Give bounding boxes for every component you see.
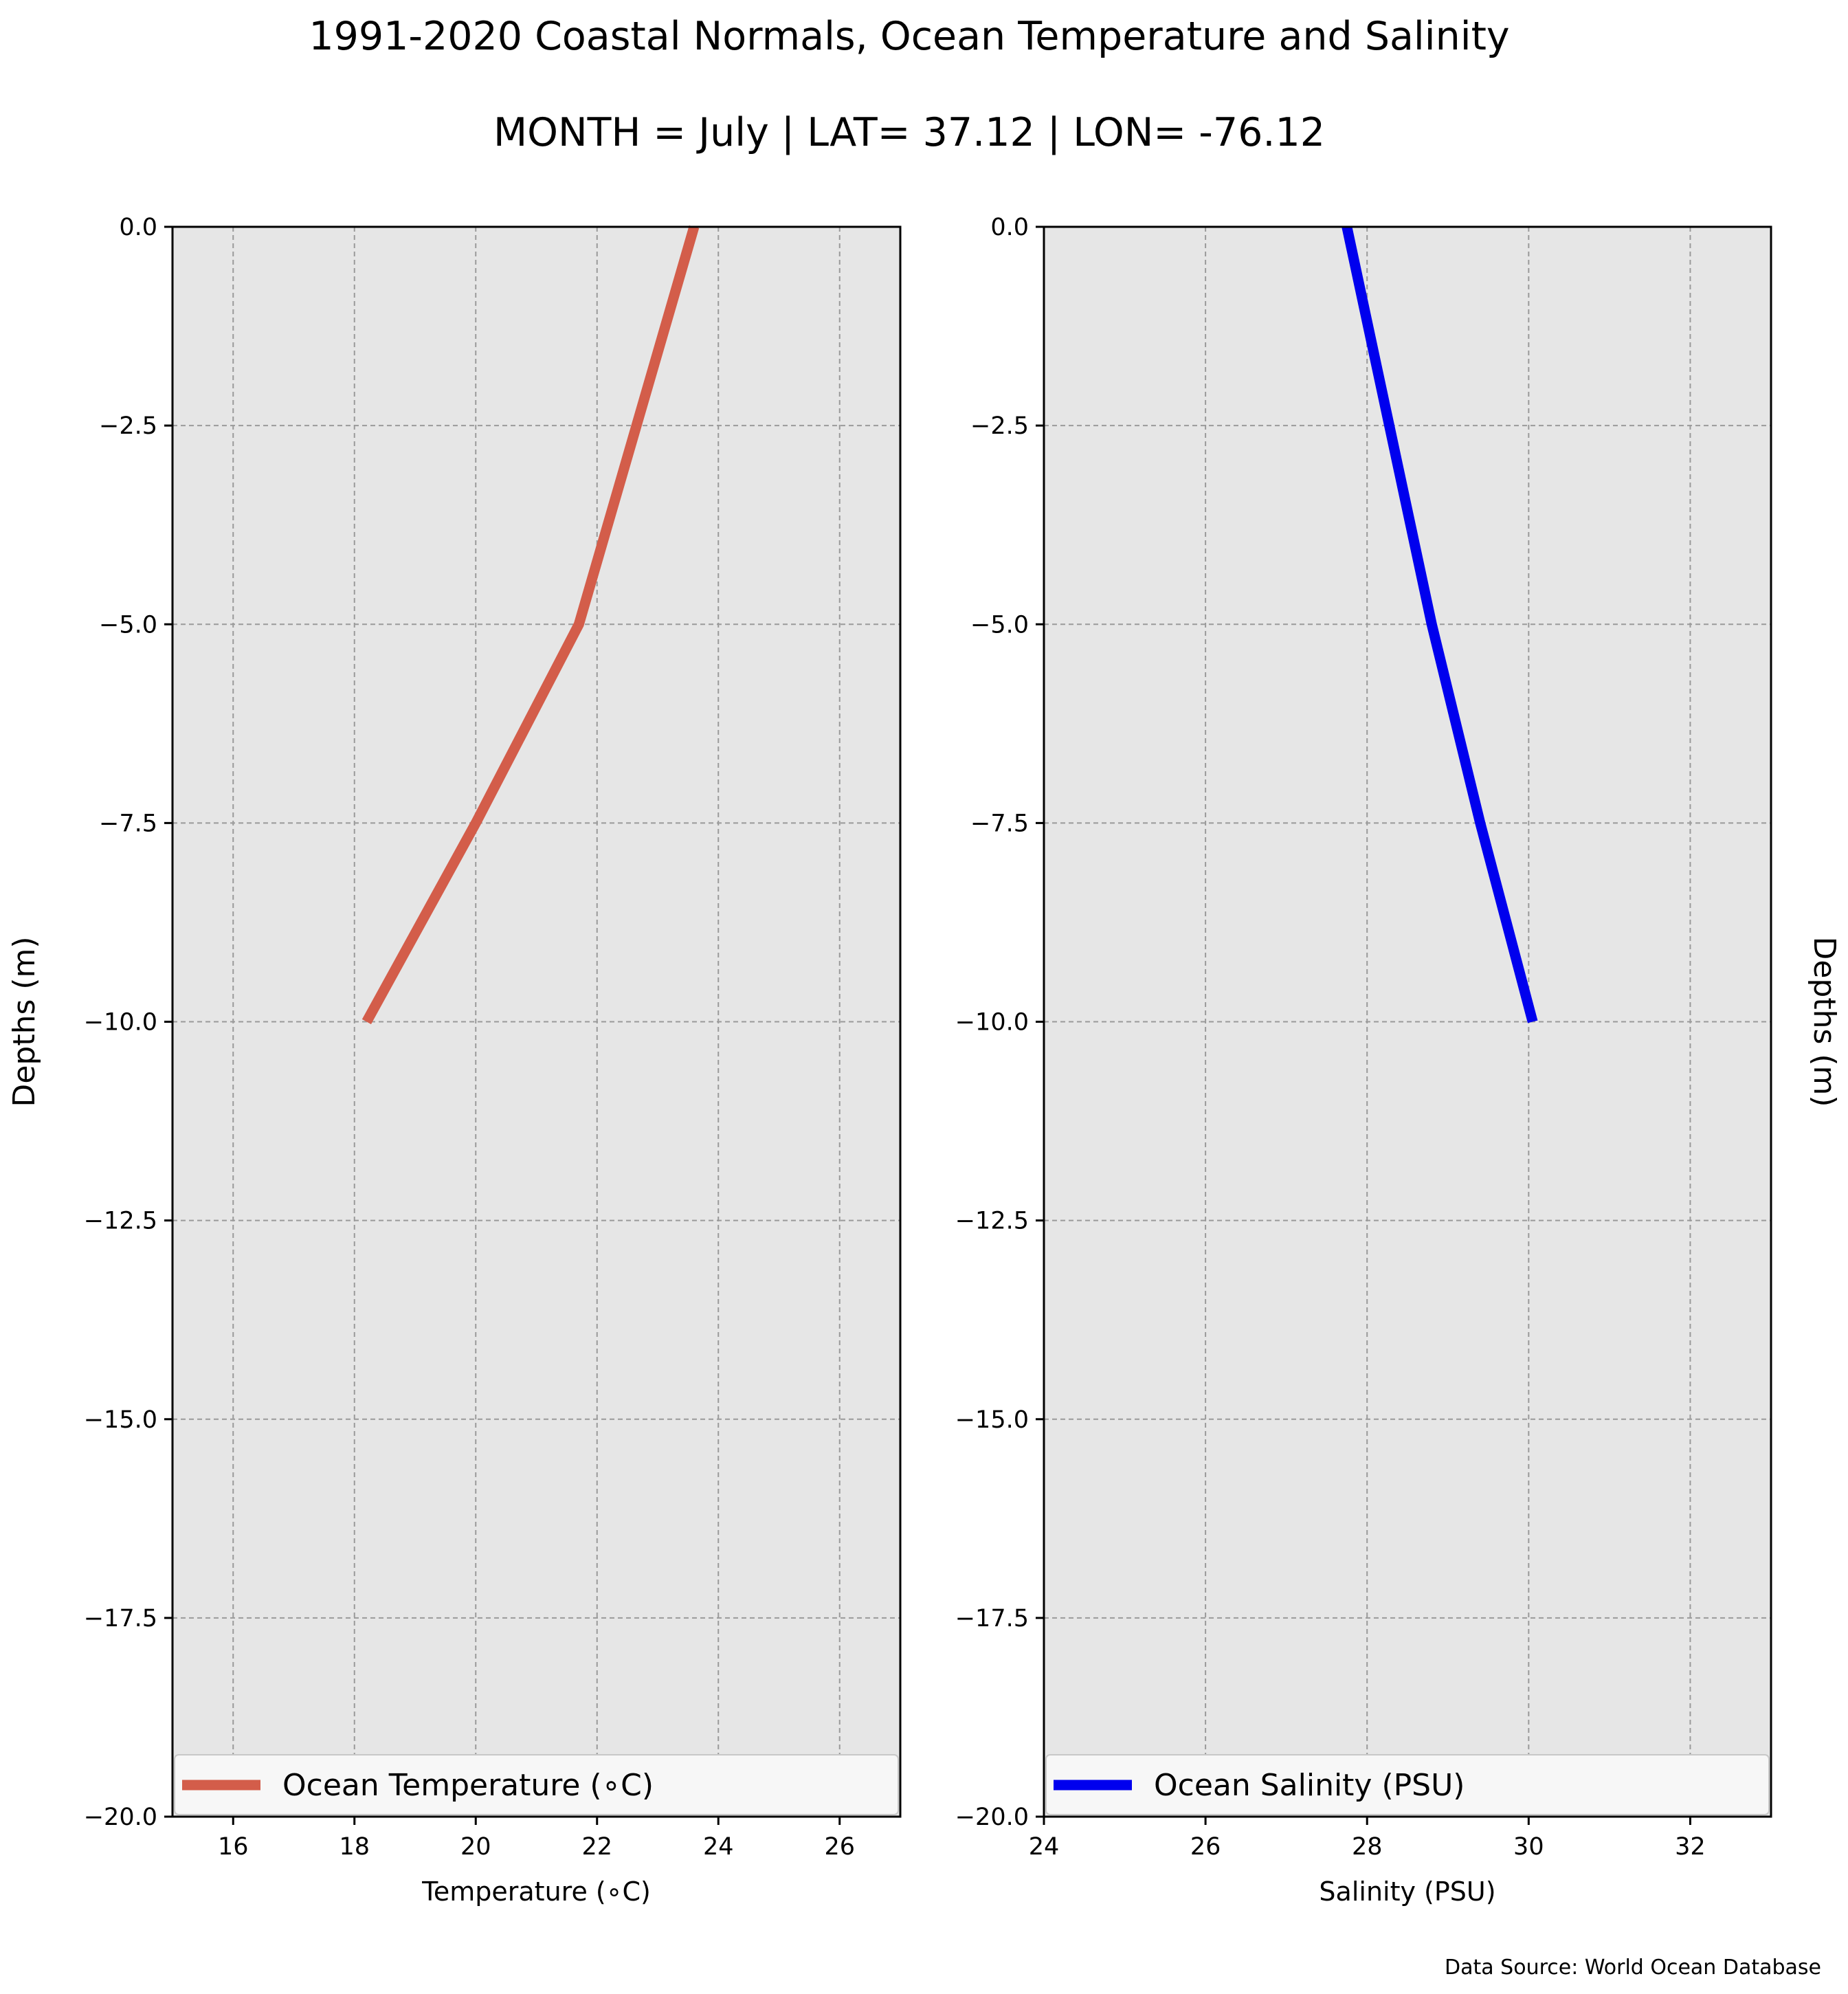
temperature-x-tick-label: 18 (339, 1833, 370, 1861)
salinity-y-tick-label: −17.5 (955, 1605, 1029, 1632)
temperature-y-tick-label: −12.5 (84, 1208, 157, 1235)
temperature-y-tick-label: −15.0 (84, 1406, 157, 1434)
temperature-y-tick-label: −20.0 (84, 1804, 157, 1831)
salinity-legend: Ocean Salinity (PSU) (1045, 1754, 1770, 1815)
salinity-y-tick-label: −10.0 (955, 1009, 1029, 1037)
salinity-y-tick-label: −12.5 (955, 1208, 1029, 1235)
temperature-panel: 0.0 −2.5 −5.0 −7.5 −10.0 −12.5 −15.0 −17.5 −20.0… (7, 214, 902, 1907)
temperature-legend: Ocean Temperature (∘C) (174, 1754, 899, 1815)
temperature-x-tick-label: 20 (460, 1833, 491, 1861)
temperature-y-tick-label: −2.5 (99, 412, 157, 440)
salinity-y-tick-label: −2.5 (970, 412, 1029, 440)
salinity-series-line (1342, 225, 1538, 1023)
temperature-y-tick-label: −10.0 (84, 1009, 157, 1037)
temperature-series-line (361, 225, 700, 1025)
temperature-y-tick-label: −5.0 (99, 611, 157, 639)
salinity-x-tick-label: 24 (1029, 1833, 1060, 1861)
salinity-y-tick-label: −20.0 (955, 1804, 1029, 1831)
temperature-x-tick-label: 16 (218, 1833, 249, 1861)
figure-title: 1991-2020 Coastal Normals, Ocean Tempera… (309, 14, 1509, 59)
data-source-note: Data Source: World Ocean Database (1445, 1956, 1821, 1980)
salinity-panel: 0.0 −2.5 −5.0 −7.5 −10.0 −12.5 −15.0 −17.5 −20.0… (955, 214, 1842, 1907)
temperature-y-tick-label: 0.0 (119, 214, 157, 241)
salinity-x-tick-label: 28 (1352, 1833, 1383, 1861)
salinity-x-tick-label: 26 (1190, 1833, 1221, 1861)
temperature-legend-label: Ocean Temperature (∘C) (282, 1768, 654, 1803)
salinity-legend-box (1045, 1754, 1770, 1815)
salinity-y-tick-label: 0.0 (990, 214, 1029, 241)
temperature-y-tick-label: −7.5 (99, 810, 157, 837)
salinity-y-tick-label: −7.5 (970, 810, 1029, 837)
salinity-y-tick-label: −15.0 (955, 1406, 1029, 1434)
salinity-y-tick-label: −5.0 (970, 611, 1029, 639)
salinity-x-axis-label: Salinity (PSU) (1319, 1876, 1495, 1907)
temperature-y-tick-label: −17.5 (84, 1605, 157, 1632)
salinity-x-tick-label: 32 (1675, 1833, 1706, 1861)
temperature-y-axis-label: Depths (m) (7, 936, 42, 1107)
salinity-y-axis-label: Depths (m) (1807, 936, 1842, 1107)
temperature-legend-box (174, 1754, 899, 1815)
salinity-x-tick-label: 30 (1513, 1833, 1544, 1861)
temperature-x-tick-label: 22 (581, 1833, 612, 1861)
temperature-x-tick-label: 26 (824, 1833, 855, 1861)
temperature-x-tick-label: 24 (703, 1833, 734, 1861)
figure-subtitle: MONTH = July | LAT= 37.12 | LON= -76.12 (493, 110, 1325, 155)
salinity-legend-label: Ocean Salinity (PSU) (1154, 1768, 1465, 1803)
temperature-x-axis-label: Temperature (∘C) (421, 1876, 651, 1907)
